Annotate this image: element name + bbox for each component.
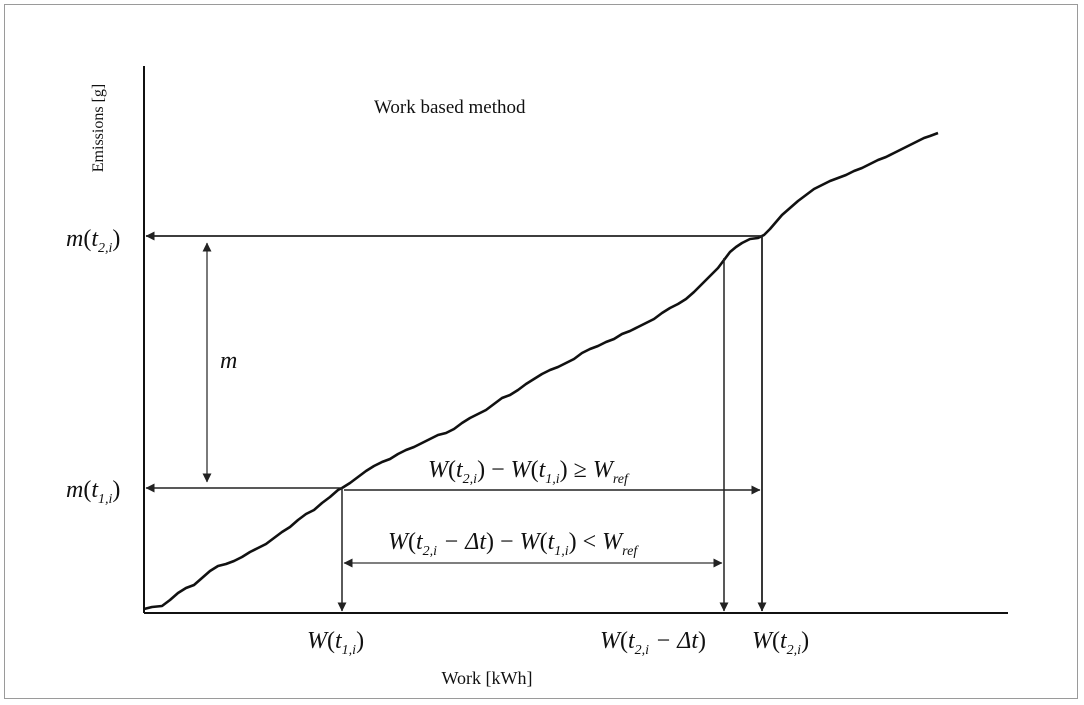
diagram-frame [4, 4, 1078, 699]
diagram-title: Work based method [374, 97, 526, 118]
condition-1-label: W(t2,i) − W(t1,i) ≥ Wref [428, 457, 630, 487]
x-mark-second: W(t2,i − Δt) [600, 628, 706, 658]
y-axis-label: Emissions [g] [90, 84, 107, 172]
x-mark-third: W(t2,i) [752, 628, 809, 658]
lower-level-label: m(t1,i) [66, 477, 120, 507]
x-mark-first: W(t1,i) [307, 628, 364, 658]
condition-2-label: W(t2,i − Δt) − W(t1,i) < Wref [388, 529, 639, 559]
m-range-label: m [220, 348, 237, 374]
upper-level-label: m(t2,i) [66, 226, 120, 256]
emissions-curve [143, 131, 939, 611]
x-axis-label: Work [kWh] [441, 668, 532, 688]
